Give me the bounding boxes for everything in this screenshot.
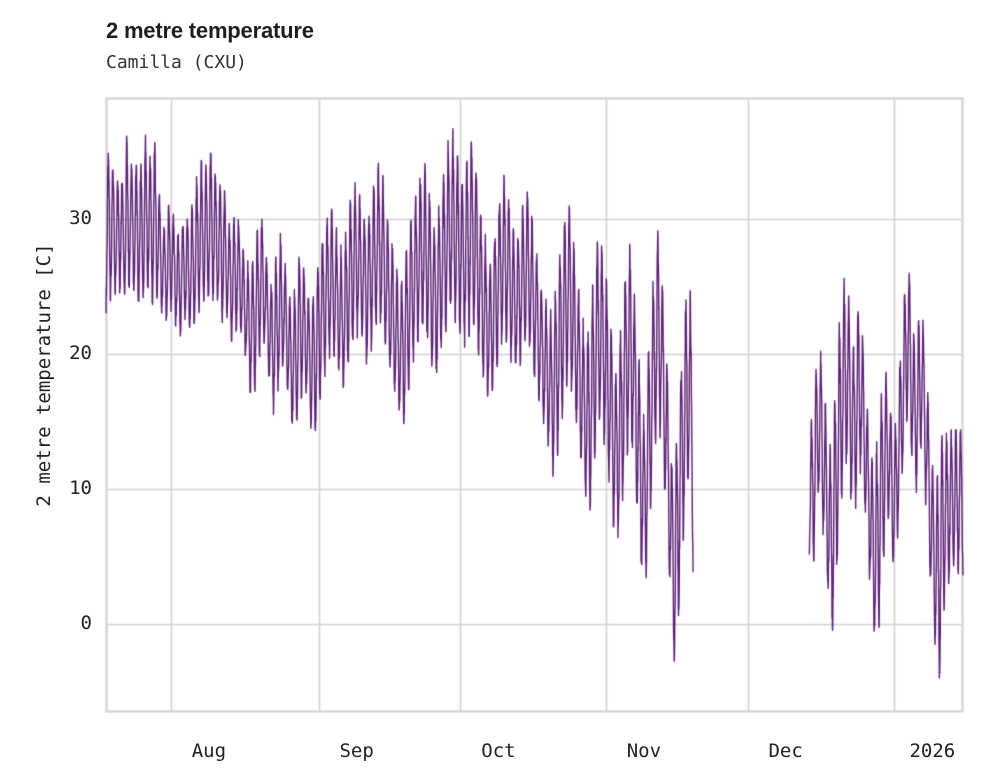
y-axis-label: 2 metre temperature [C]: [33, 243, 55, 507]
